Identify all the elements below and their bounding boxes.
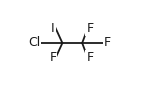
Text: F: F — [49, 51, 57, 64]
Text: I: I — [51, 22, 55, 35]
Text: F: F — [86, 51, 93, 64]
Text: Cl: Cl — [28, 36, 40, 50]
Text: F: F — [86, 22, 93, 35]
Text: F: F — [104, 36, 111, 50]
